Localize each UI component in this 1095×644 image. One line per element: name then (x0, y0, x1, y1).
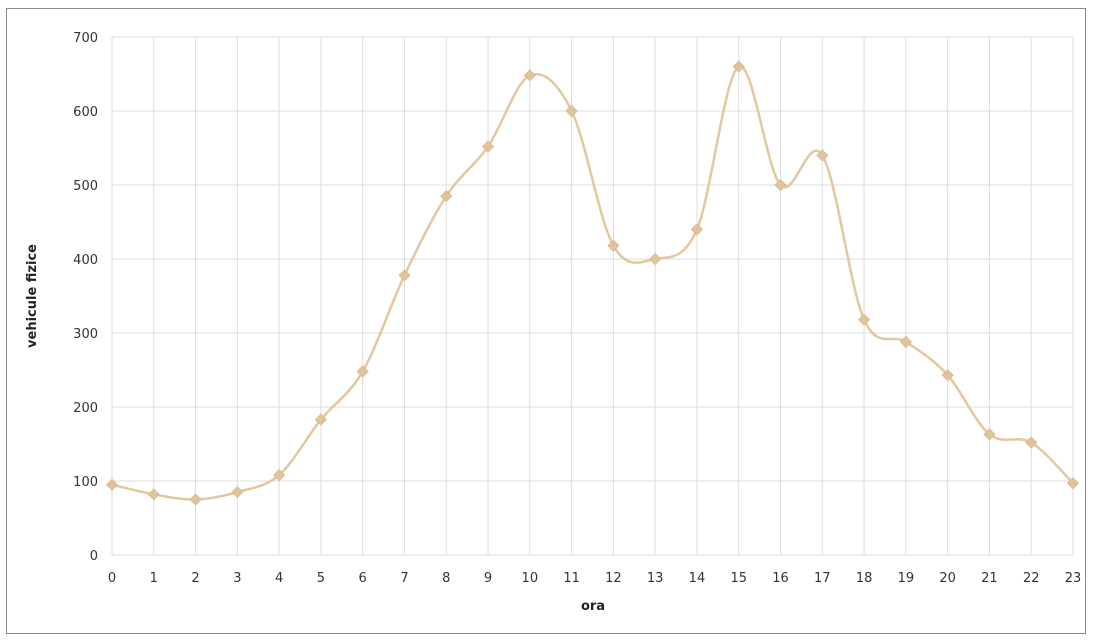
x-tick-label: 3 (233, 571, 241, 586)
x-tick-label: 5 (317, 571, 325, 586)
data-point (565, 104, 578, 118)
x-tick-label: 17 (814, 571, 831, 586)
x-tick-label: 22 (1023, 571, 1040, 586)
x-tick-label: 16 (772, 571, 789, 586)
x-tick-label: 12 (605, 571, 622, 586)
data-point (607, 239, 620, 252)
data-point (899, 335, 912, 348)
data-point (356, 365, 369, 378)
x-tick-label: 1 (150, 571, 158, 586)
y-tick-label: 200 (73, 401, 98, 416)
data-point (941, 369, 954, 382)
data-point (273, 468, 286, 482)
series-line-group (105, 60, 1080, 506)
data-point (858, 313, 871, 326)
data-point (189, 493, 202, 506)
y-tick-labels: 0 100 200 300 400 500 600 700 (73, 31, 98, 564)
x-tick-label: 14 (689, 571, 706, 586)
y-tick-label: 0 (90, 549, 98, 564)
x-tick-label: 13 (647, 571, 664, 586)
x-tick-label: 11 (563, 571, 580, 586)
data-point (1025, 436, 1038, 449)
data-point (440, 190, 453, 203)
x-tick-label: 20 (939, 571, 956, 586)
x-tick-label: 15 (730, 571, 747, 586)
x-tick-label: 9 (484, 571, 492, 586)
data-point (481, 140, 495, 153)
data-point (774, 178, 787, 192)
data-point (314, 413, 327, 426)
data-point (732, 60, 745, 73)
data-point (983, 428, 996, 441)
y-tick-label: 300 (73, 327, 98, 342)
x-tick-label: 21 (981, 571, 998, 586)
grid (111, 36, 1074, 556)
data-point (649, 252, 662, 266)
x-tick-label: 4 (275, 571, 283, 586)
x-tick-label: 0 (108, 571, 116, 586)
x-tick-label: 7 (400, 571, 408, 586)
data-point (398, 269, 411, 282)
data-point (1066, 477, 1080, 490)
data-point (147, 488, 160, 501)
x-tick-label: 6 (359, 571, 367, 586)
data-point (523, 69, 536, 82)
x-tick-label: 19 (898, 571, 915, 586)
x-tick-label: 10 (522, 571, 539, 586)
x-tick-labels: 0 1 2 3 4 5 6 7 8 9 10 11 12 13 14 15 16 17 18 19 20 21 22 23 (108, 571, 1081, 586)
y-tick-label: 500 (73, 179, 98, 194)
data-point (231, 486, 244, 499)
x-tick-label: 2 (191, 571, 199, 586)
x-tick-label: 18 (856, 571, 873, 586)
y-tick-label: 100 (73, 475, 98, 490)
y-tick-label: 600 (73, 105, 98, 120)
data-point (816, 149, 829, 162)
x-tick-label: 8 (442, 571, 450, 586)
y-axis-title: vehicule fizice (25, 244, 40, 348)
y-tick-label: 400 (73, 253, 98, 268)
y-tick-label: 700 (73, 31, 98, 46)
x-axis-title: ora (581, 599, 605, 614)
data-point (105, 478, 119, 491)
series-line (111, 65, 1074, 501)
data-point (690, 223, 704, 236)
x-tick-label: 23 (1065, 571, 1082, 586)
